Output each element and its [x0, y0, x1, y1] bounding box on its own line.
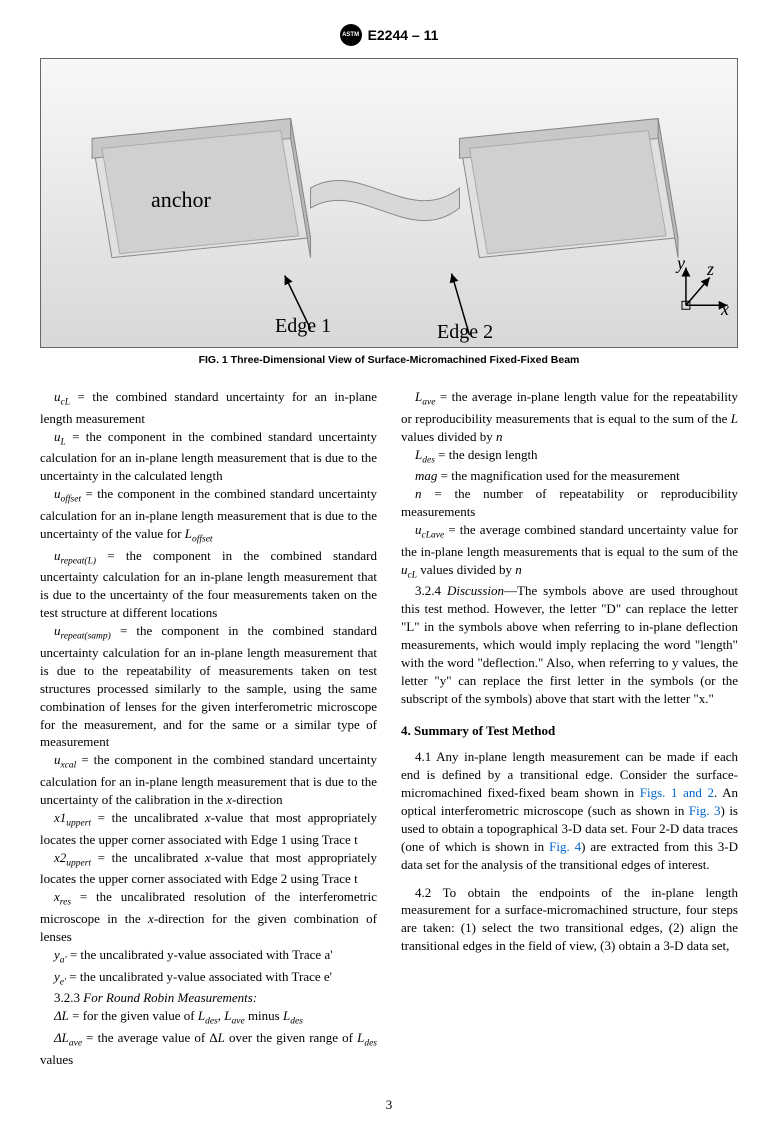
definition-entry: uoffset = the component in the combined …	[40, 485, 377, 546]
axis-y-label: y	[677, 253, 685, 274]
left-column: ucL = the combined standard uncertainty …	[40, 388, 377, 1069]
axis-x-label: x	[721, 299, 729, 320]
edge2-label: Edge 2	[437, 321, 493, 344]
discussion-324: 3.2.4 Discussion—The symbols above are u…	[401, 582, 738, 708]
definition-entry: ucLave = the average combined standard u…	[401, 521, 738, 582]
link-fig-4[interactable]: Fig. 4	[549, 839, 581, 854]
subsection-323: 3.2.3 For Round Robin Measurements:	[40, 989, 377, 1007]
page-number: 3	[40, 1097, 738, 1113]
definition-entry: urepeat(samp) = the component in the com…	[40, 622, 377, 751]
definition-entry: ΔL = for the given value of Ldes, Lave m…	[40, 1007, 377, 1029]
definition-entry: ΔLave = the average value of ΔL over the…	[40, 1029, 377, 1069]
para-4-1: 4.1 Any in-plane length measurement can …	[401, 748, 738, 874]
figure-svg	[41, 59, 737, 347]
definition-entry: mag = the magnification used for the mea…	[401, 467, 738, 485]
figure-1: anchor Edge 1 Edge 2 x y z	[40, 58, 738, 348]
definition-entry: ucL = the combined standard uncertainty …	[40, 388, 377, 428]
definition-entry: uL = the component in the combined stand…	[40, 428, 377, 486]
section-4-head: 4. Summary of Test Method	[401, 722, 738, 740]
link-figs-1-2[interactable]: Figs. 1 and 2	[640, 785, 714, 800]
definition-entry: Ldes = the design length	[401, 446, 738, 468]
doc-id: E2244 – 11	[368, 27, 439, 43]
definition-entry: xres = the uncalibrated resolution of th…	[40, 888, 377, 946]
definition-entry: ya' = the uncalibrated y-value associate…	[40, 946, 377, 968]
definition-entry: Lave = the average in-plane length value…	[401, 388, 738, 446]
body-columns: ucL = the combined standard uncertainty …	[40, 388, 738, 1069]
definition-entry: ye' = the uncalibrated y-value associate…	[40, 968, 377, 990]
axis-z-label: z	[707, 259, 714, 280]
anchor-label: anchor	[151, 187, 211, 213]
definition-entry: uxcal = the component in the combined st…	[40, 751, 377, 809]
para-4-2: 4.2 To obtain the endpoints of the in-pl…	[401, 884, 738, 956]
right-column: Lave = the average in-plane length value…	[401, 388, 738, 1069]
definition-entry: urepeat(L) = the component in the combin…	[40, 547, 377, 623]
edge1-label: Edge 1	[275, 315, 331, 338]
astm-logo: ASTM	[340, 24, 362, 46]
link-fig-3[interactable]: Fig. 3	[689, 803, 721, 818]
figure-caption: FIG. 1 Three-Dimensional View of Surface…	[40, 354, 738, 366]
doc-header: ASTM E2244 – 11	[40, 24, 738, 46]
definition-entry: n = the number of repeatability or repro…	[401, 485, 738, 521]
definition-entry: x2uppert = the uncalibrated x-value that…	[40, 849, 377, 889]
definition-entry: x1uppert = the uncalibrated x-value that…	[40, 809, 377, 849]
